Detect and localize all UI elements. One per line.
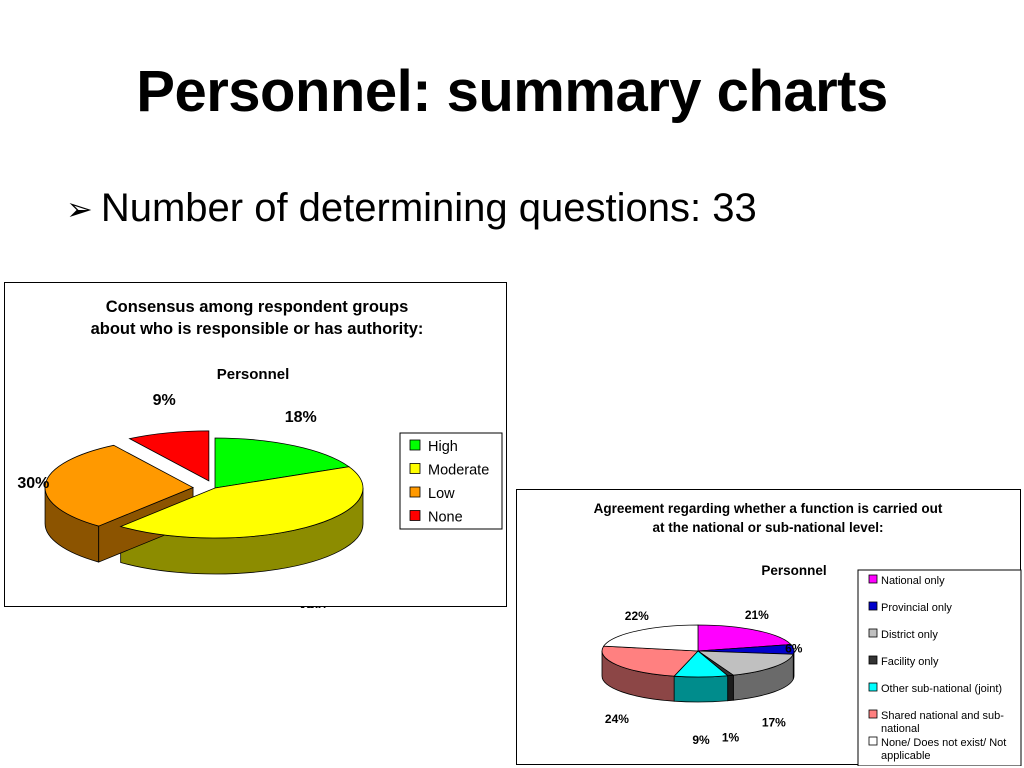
chart1-legend-label-high: High: [428, 439, 458, 455]
pie-1-label-none-does-not-exist-not-applicable: 22%: [625, 609, 649, 623]
chart1-title-line-2: about who is responsible or has authorit…: [91, 320, 424, 338]
pie-1-slice-national-only: [697, 624, 792, 652]
pie-0: 18% 43% 30% 9%: [17, 392, 364, 608]
chart2-legend-swatch-facility-only: [868, 655, 878, 665]
pie-0-label-high: 18%: [285, 409, 317, 426]
chart2-title-line-2: at the national or sub-national level:: [652, 520, 883, 535]
pie-1-label-district-only: 17%: [762, 715, 786, 729]
chart1-legend: High Moderate Low None: [399, 432, 503, 530]
chart2-subtitle: Personnel: [761, 563, 826, 578]
chart1-legend-label-none: None: [428, 510, 463, 526]
pie-1-label-facility-only: 1%: [722, 730, 740, 744]
chart2-legend-swatch-provincial-only: [868, 601, 878, 611]
agreement-chart-svg: Agreement regarding whether a function i…: [594, 501, 1022, 766]
chart2-legend-label-national-only-1: National only: [881, 575, 945, 587]
chart2-legend-label-facility-only-1: Facility only: [881, 656, 939, 668]
chart2-legend-swatch-district-only: [868, 628, 878, 638]
pie-1-slice-district-only: [696, 650, 794, 676]
chart2-legend-swatch-shared-national-and-sub-national: [868, 709, 878, 719]
pie-1-wall-facility-only: [727, 674, 734, 702]
chart1-legend-swatch-low: [409, 486, 421, 498]
pie-1: 21% 6% 17% 1% 9% 24% 22%: [601, 608, 803, 747]
pie-1-label-other-sub-national-joint: 9%: [692, 733, 710, 747]
slide-title: Personnel: summary charts: [136, 59, 888, 124]
chart1-title-line-1: Consensus among respondent groups: [106, 298, 409, 316]
chart2-legend-swatch-none-does-not-exist-not-applicable: [868, 736, 878, 746]
pie-0-slice-high: [214, 437, 350, 489]
pie-1-label-national-only: 21%: [745, 608, 769, 622]
chart2-legend-label-provincial-only-1: Provincial only: [881, 602, 952, 614]
chart2-legend-label-none-does-not-exist-not-applicable-2: applicable: [881, 750, 931, 762]
consensus-chart-svg: Consensus among respondent groups about w…: [17, 298, 503, 608]
pie-0-slice-none: [128, 430, 210, 482]
pie-0-label-low: 30%: [17, 475, 49, 492]
pie-0-label-moderate: 43%: [297, 604, 329, 608]
chart2-title-line-1: Agreement regarding whether a function i…: [594, 501, 943, 516]
chart1-legend-swatch-moderate: [409, 463, 421, 474]
consensus-pie-chart: Consensus among respondent groups about w…: [4, 282, 507, 608]
chart2-legend-swatch-national-only: [868, 574, 878, 584]
pie-0-label-none: 9%: [153, 392, 176, 409]
chart1-subtitle: Personnel: [217, 366, 290, 383]
chart1-legend-label-low: Low: [428, 486, 455, 502]
chart2-legend-swatch-other-sub-national-joint: [868, 682, 878, 692]
pie-1-slice-shared-national-and-sub-national: [601, 645, 699, 677]
arrow-bullet-icon: ➢: [66, 190, 93, 227]
pie-1-wall-other-sub-national-joint: [673, 675, 729, 703]
pie-0-slice-moderate: [119, 466, 364, 539]
pie-1-label-shared-national-and-sub-national: 24%: [605, 712, 629, 726]
chart2-legend-label-shared-national-and-sub-national-2: national: [881, 723, 920, 735]
chart2-legend-label-district-only-1: District only: [881, 629, 938, 641]
pie-1-slice-none-does-not-exist-not-applicable: [602, 624, 699, 652]
chart2-legend-label-none-does-not-exist-not-applicable-1: None/ Does not exist/ Not: [881, 737, 1006, 749]
chart2-legend-label-shared-national-and-sub-national-1: Shared national and sub-: [881, 710, 1004, 722]
chart2-legend: National only Provincial only District onl…: [857, 569, 1022, 766]
chart1-legend-swatch-none: [409, 510, 421, 521]
chart1-legend-label-moderate: Moderate: [428, 463, 489, 479]
bullet-text: Number of determining questions: 33: [100, 186, 757, 230]
agreement-pie-chart: Agreement regarding whether a function i…: [516, 489, 1022, 766]
pie-0-slice-low: [44, 444, 194, 527]
chart2-legend-label-other-sub-national-joint-1: Other sub-national (joint): [881, 683, 1002, 695]
pie-1-label-provincial-only: 6%: [785, 641, 803, 655]
bullet-item: ➢ Number of determining questions: 33: [66, 186, 757, 231]
chart1-legend-swatch-high: [409, 439, 421, 451]
